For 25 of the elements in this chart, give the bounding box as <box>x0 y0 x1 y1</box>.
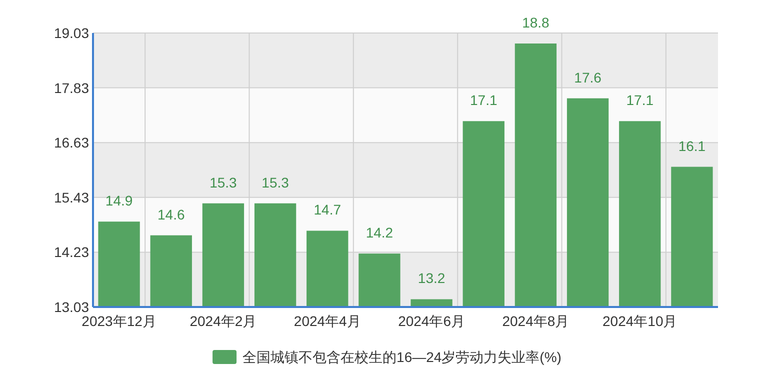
data-label: 17.6 <box>574 69 602 86</box>
data-label: 18.8 <box>522 14 550 31</box>
y-tick-label: 15.43 <box>54 189 90 206</box>
x-tick-label: 2024年6月 <box>398 313 466 329</box>
x-tick-label: 2024年2月 <box>190 313 257 329</box>
data-label: 13.2 <box>418 270 446 286</box>
data-label: 17.1 <box>470 92 498 108</box>
x-tick-label: 2024年10月 <box>602 313 678 329</box>
data-label: 14.6 <box>158 206 185 222</box>
y-tick-label: 19.03 <box>54 25 90 41</box>
x-tick-label: 2024年4月 <box>294 313 361 329</box>
y-tick-label: 16.63 <box>54 134 90 151</box>
y-tick-label: 17.83 <box>54 80 90 96</box>
data-label: 17.1 <box>626 92 654 108</box>
y-tick-label: 14.23 <box>54 244 90 260</box>
y-tick-label: 13.03 <box>54 299 90 315</box>
data-label: 14.7 <box>314 202 342 218</box>
legend-label: 全国城镇不包含在校生的16—24岁劳动力失业率(%) <box>242 349 562 365</box>
data-label: 15.3 <box>262 174 290 190</box>
data-label: 14.2 <box>366 224 394 241</box>
data-label: 14.9 <box>105 192 133 209</box>
data-label: 16.1 <box>678 138 706 154</box>
x-tick-label: 2023年12月 <box>82 313 156 329</box>
x-tick-label: 2024年8月 <box>502 313 570 329</box>
data-label: 15.3 <box>210 174 238 190</box>
